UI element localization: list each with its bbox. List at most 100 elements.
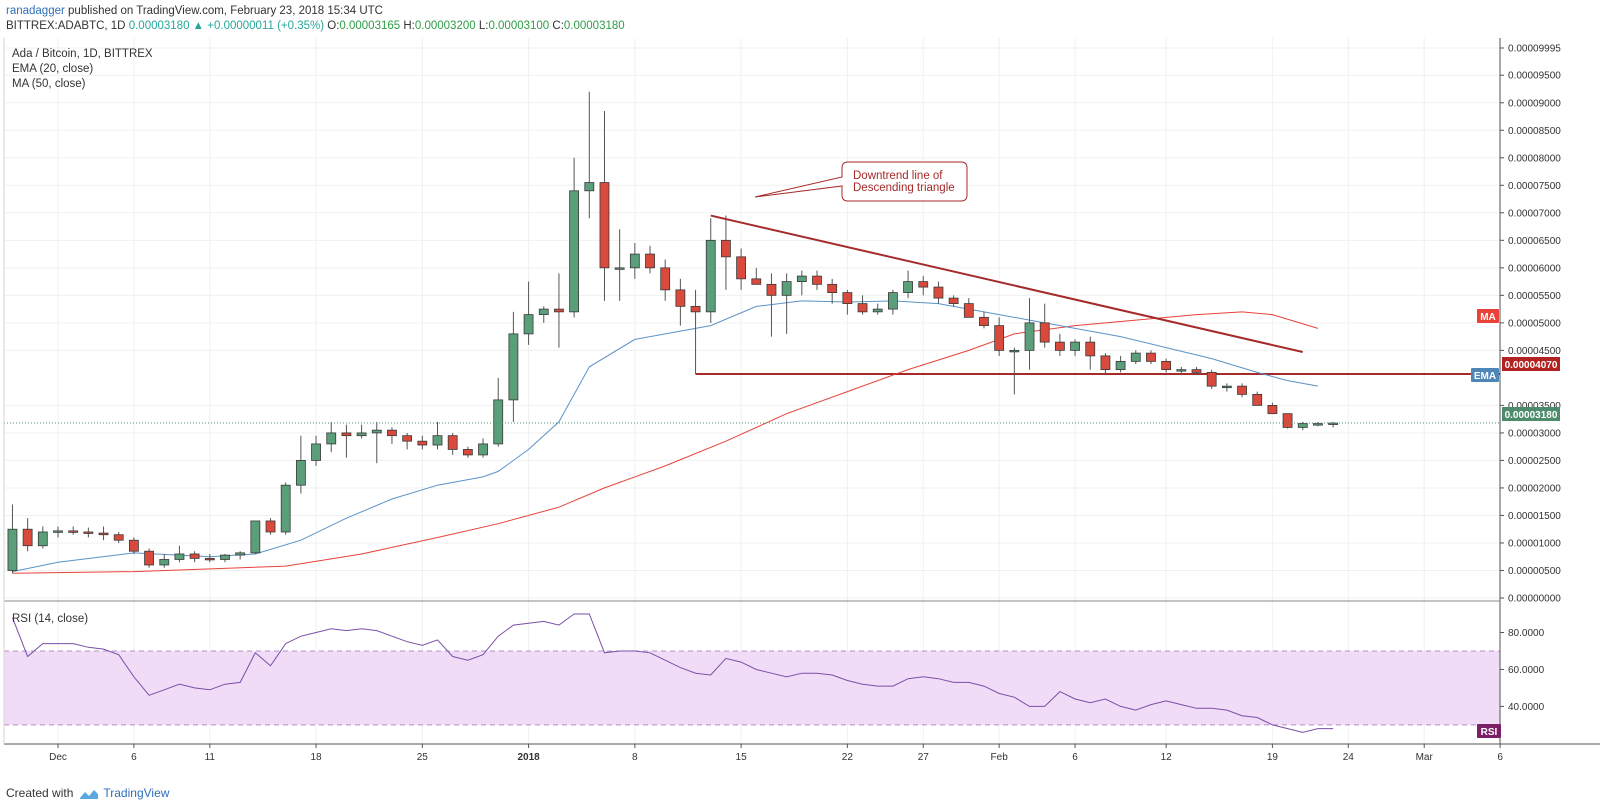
- time-tick-label: 6: [1497, 752, 1503, 763]
- author-link[interactable]: ranadagger: [6, 5, 65, 17]
- candle: [113, 531, 124, 543]
- price-tick-label: 0.00008000: [1508, 153, 1561, 164]
- time-tick-label: 25: [417, 752, 429, 763]
- candle: [599, 111, 610, 301]
- ma-series: [12, 311, 1319, 574]
- rsi-tag: RSI: [1477, 724, 1501, 738]
- candle-body-down: [128, 539, 139, 552]
- candle-body-down: [645, 253, 655, 269]
- price-tick-label: 0.00006500: [1508, 236, 1561, 247]
- annotation-line2: Descending triangle: [853, 182, 955, 194]
- candle-body-down: [690, 305, 701, 313]
- candle-body-down: [1191, 369, 1202, 373]
- candle: [1313, 421, 1323, 427]
- candle-body-up: [1009, 349, 1020, 353]
- tradingview-logo-icon: [80, 789, 99, 799]
- publish-line: ranadagger published on TradingView.com,…: [6, 5, 383, 17]
- price-axis-ticks: 0.00000000 0.00000500 0.00001000 0.00001500…: [1500, 44, 1561, 605]
- annotation-line1: Downtrend line of: [853, 170, 943, 182]
- candle-body-up: [888, 292, 898, 310]
- candle: [705, 218, 716, 323]
- rsi-band: [4, 650, 1500, 726]
- candle-body-up: [1070, 341, 1080, 351]
- symbol-label: BITTREX:ADABTC, 1D: [6, 20, 126, 32]
- rsi-tag-text: RSI: [1481, 727, 1498, 738]
- candle-body-down: [948, 297, 959, 305]
- time-tick-label: Dec: [49, 752, 67, 763]
- ma-line: [12, 311, 1319, 574]
- tradingview-link[interactable]: TradingView: [103, 786, 170, 800]
- candle-body-down: [447, 435, 458, 450]
- candle-body-up: [523, 314, 534, 335]
- candle: [994, 317, 1005, 356]
- candle-body-down: [918, 281, 929, 288]
- candle: [265, 518, 276, 535]
- candle-body-down: [1206, 371, 1217, 387]
- ma-tag: MA: [1477, 309, 1499, 323]
- candle: [979, 311, 989, 329]
- candlesticks: [7, 91, 1339, 574]
- candle-body-up: [53, 530, 63, 533]
- candle: [493, 377, 504, 447]
- candle: [523, 281, 534, 345]
- candle: [417, 435, 428, 450]
- candle: [554, 273, 564, 348]
- ema-line: [12, 300, 1318, 573]
- candle-body-up: [629, 253, 640, 269]
- time-tick-label: 15: [736, 752, 748, 763]
- high-label: H:: [403, 20, 415, 32]
- candle-body-up: [584, 182, 595, 192]
- downtrend-line: [710, 214, 1303, 354]
- candle: [721, 215, 731, 290]
- candle: [1206, 369, 1217, 389]
- candle-body-down: [963, 303, 974, 318]
- price-chart[interactable]: 0.00000000 0.00000500 0.00001000 0.00001500…: [0, 38, 1600, 784]
- publish-info: published on TradingView.com, February 2…: [68, 5, 383, 17]
- candle: [478, 438, 488, 458]
- candle: [1161, 358, 1172, 373]
- candle-body-up: [903, 281, 913, 293]
- candle: [462, 446, 473, 458]
- price-tick-label: 0.00008500: [1508, 126, 1561, 137]
- price-tick-label: 0.00005000: [1508, 318, 1561, 329]
- price-tick-label: 0.00006000: [1508, 263, 1561, 274]
- close-value: 0.00003180: [563, 20, 625, 32]
- price-tick-label: 0.00004500: [1508, 346, 1561, 357]
- candle-body-down: [68, 530, 79, 533]
- up-arrow-icon: ▲: [192, 20, 205, 32]
- price-tick-label: 0.00005500: [1508, 291, 1561, 302]
- candle-body-down: [827, 283, 838, 293]
- candle-body-down: [1039, 322, 1050, 343]
- candle: [37, 526, 48, 549]
- trendline: [710, 214, 1303, 354]
- candle: [888, 289, 898, 315]
- candle-body-down: [144, 550, 154, 566]
- candle-body-up: [159, 559, 170, 566]
- candle: [1009, 347, 1020, 395]
- price-value: 0.00003180: [128, 20, 190, 32]
- candle-body-up: [1130, 352, 1141, 362]
- price-tick-label: 0.00009500: [1508, 71, 1561, 82]
- candle: [22, 518, 33, 552]
- candle: [98, 526, 109, 541]
- candle-body-down: [204, 557, 215, 561]
- candle: [645, 245, 655, 274]
- candle: [1024, 298, 1035, 370]
- candle: [295, 435, 306, 494]
- candle-body-up: [538, 308, 549, 316]
- candle-body-up: [1221, 385, 1232, 389]
- candle: [690, 289, 701, 375]
- candle: [736, 248, 746, 290]
- price-tick-label: 0.00000500: [1508, 566, 1561, 577]
- rsi-tick-label: 60.0000: [1508, 665, 1545, 676]
- candle: [918, 276, 929, 296]
- candle: [1070, 339, 1080, 356]
- annotation-callout[interactable]: Downtrend line of Descending triangle: [754, 161, 968, 202]
- ohlc-line: BITTREX:ADABTC, 1D 0.00003180 ▲ +0.00000…: [6, 20, 625, 32]
- candle-body-down: [554, 308, 564, 313]
- open-label: O:: [327, 20, 340, 32]
- candle-body-up: [1313, 423, 1323, 426]
- support-price-tag: 0.00004070: [1502, 357, 1560, 371]
- candle: [1252, 391, 1263, 406]
- time-tick-label: Feb: [991, 752, 1009, 763]
